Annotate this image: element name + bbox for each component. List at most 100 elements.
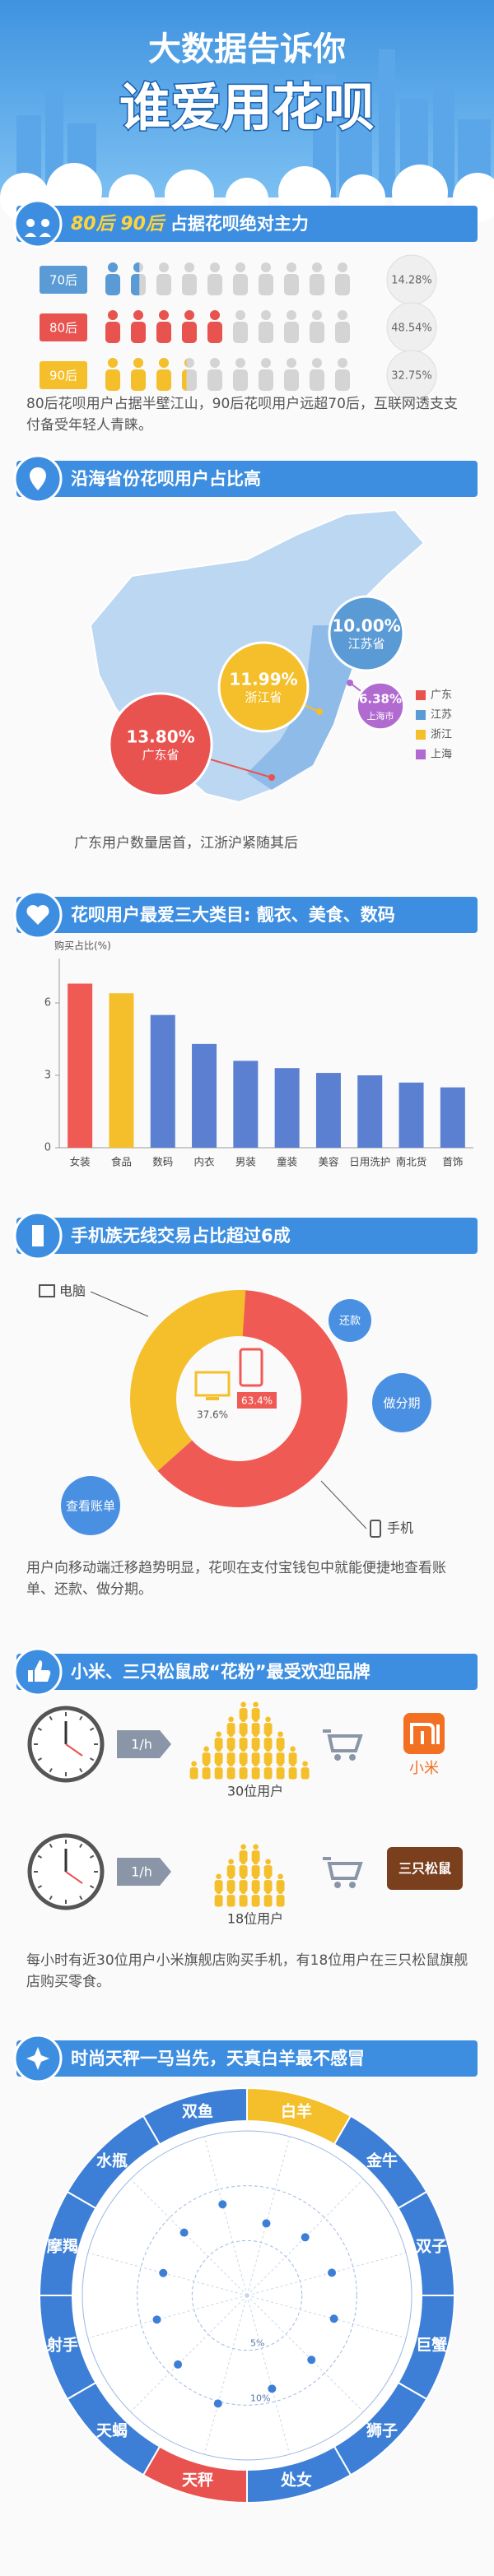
grid-ring <box>137 2185 357 2406</box>
person-head <box>240 1761 246 1767</box>
person-head <box>203 1761 209 1767</box>
person-body <box>239 1752 248 1765</box>
sign-label: 摩羯 <box>47 2236 78 2255</box>
person-row-value <box>105 310 222 343</box>
person-body <box>284 322 299 343</box>
person-body <box>182 322 197 343</box>
x-tick-label: 男装 <box>235 1156 256 1168</box>
person-head <box>184 310 194 320</box>
x-tick-label: 内衣 <box>194 1156 216 1168</box>
cart-wheel <box>349 1754 356 1761</box>
person-head <box>240 1746 246 1752</box>
person-head <box>191 1761 197 1767</box>
label-icon <box>370 1520 381 1538</box>
sign-label: 射手 <box>46 2336 78 2355</box>
person-row-value <box>105 262 140 295</box>
person-body <box>105 274 120 295</box>
person-body <box>263 1738 273 1750</box>
person-head <box>277 1873 283 1880</box>
pointer-dot <box>347 680 353 686</box>
person-head <box>228 1888 234 1895</box>
cart-arrow <box>323 1729 363 1752</box>
rate-label: 1/h <box>131 1737 152 1752</box>
radar-point <box>268 2384 277 2393</box>
user-count: 30位用户 <box>227 1784 283 1799</box>
person-body <box>263 1752 273 1765</box>
person-head <box>253 1844 259 1850</box>
person-head <box>184 359 187 367</box>
feature-label: 做分期 <box>383 1396 420 1411</box>
brand-logo <box>387 1847 463 1890</box>
clock-tick <box>49 1843 53 1849</box>
section-icon <box>28 1660 51 1682</box>
person-head <box>228 1761 234 1767</box>
section-badge <box>13 199 63 248</box>
donut-value: 37.6% <box>197 1409 228 1421</box>
radar-point <box>262 2219 271 2228</box>
value-circle <box>386 350 437 401</box>
person-body <box>131 274 140 295</box>
person-body <box>284 369 299 391</box>
age-note: 80后花呗用户占据半壁江山，90后花呗用户远超70后，互联网透支支付备受年轻人青… <box>26 396 458 434</box>
person-head <box>261 262 271 272</box>
sign-label: 巨蟹 <box>416 2336 447 2355</box>
radar-point <box>301 2233 310 2242</box>
cart-wheel <box>334 1754 341 1761</box>
person-head <box>312 358 322 368</box>
person-body <box>335 369 350 391</box>
cart-arrow <box>323 1857 363 1880</box>
legend-swatch <box>416 730 426 740</box>
rate-arrow <box>117 1730 171 1758</box>
person-body <box>233 369 248 391</box>
person-head <box>277 1746 283 1752</box>
person-head <box>216 1888 221 1895</box>
radar-point <box>174 2360 183 2369</box>
bubble-region: 江苏省 <box>347 637 384 652</box>
x-tick-label: 南北货 <box>396 1156 427 1168</box>
row-label-box <box>40 313 87 341</box>
legend-label: 江苏 <box>431 708 452 722</box>
x-tick-label: 日用洗护 <box>349 1156 390 1168</box>
clock-tick <box>89 1727 95 1731</box>
header-line1: 大数据告诉你 <box>148 30 346 68</box>
radar-point <box>179 2228 189 2237</box>
person-body <box>310 369 324 391</box>
bubble <box>328 595 405 672</box>
computer-icon <box>194 1371 231 1397</box>
person-head <box>210 310 220 320</box>
person-head <box>228 1873 234 1880</box>
clock-tick <box>79 1895 83 1901</box>
person-body <box>207 322 222 343</box>
person-body <box>251 1738 260 1750</box>
sign-label: 双鱼 <box>182 2101 213 2120</box>
radar-point <box>152 2315 161 2324</box>
person-body <box>288 1752 297 1765</box>
x-tick-label: 女装 <box>70 1156 91 1168</box>
bar <box>274 1068 300 1148</box>
donut-label: 电脑 <box>59 1283 86 1299</box>
sign-label: 天蝎 <box>96 2422 128 2440</box>
person-body <box>131 322 146 343</box>
row-label: 80后 <box>49 321 77 336</box>
bar <box>398 1082 424 1148</box>
row-label-box <box>40 266 87 294</box>
clock-hand <box>65 1743 83 1757</box>
section-icon <box>30 467 46 490</box>
donut-value: 63.4% <box>241 1395 273 1407</box>
person-body <box>284 274 299 295</box>
radar-point <box>307 2356 316 2365</box>
person-body <box>239 1895 248 1907</box>
person-row-value <box>105 358 187 391</box>
person-body <box>251 1767 260 1780</box>
y-tick-label: 6 <box>44 997 51 1010</box>
person-body <box>239 1708 248 1720</box>
person-head <box>240 1888 246 1895</box>
bar <box>357 1075 383 1148</box>
x-tick-label: 食品 <box>111 1156 132 1168</box>
bubble <box>217 641 310 733</box>
bar <box>315 1073 341 1148</box>
person-body <box>214 1880 223 1892</box>
feature-bubble <box>372 1373 431 1432</box>
radar-point <box>159 2268 168 2277</box>
